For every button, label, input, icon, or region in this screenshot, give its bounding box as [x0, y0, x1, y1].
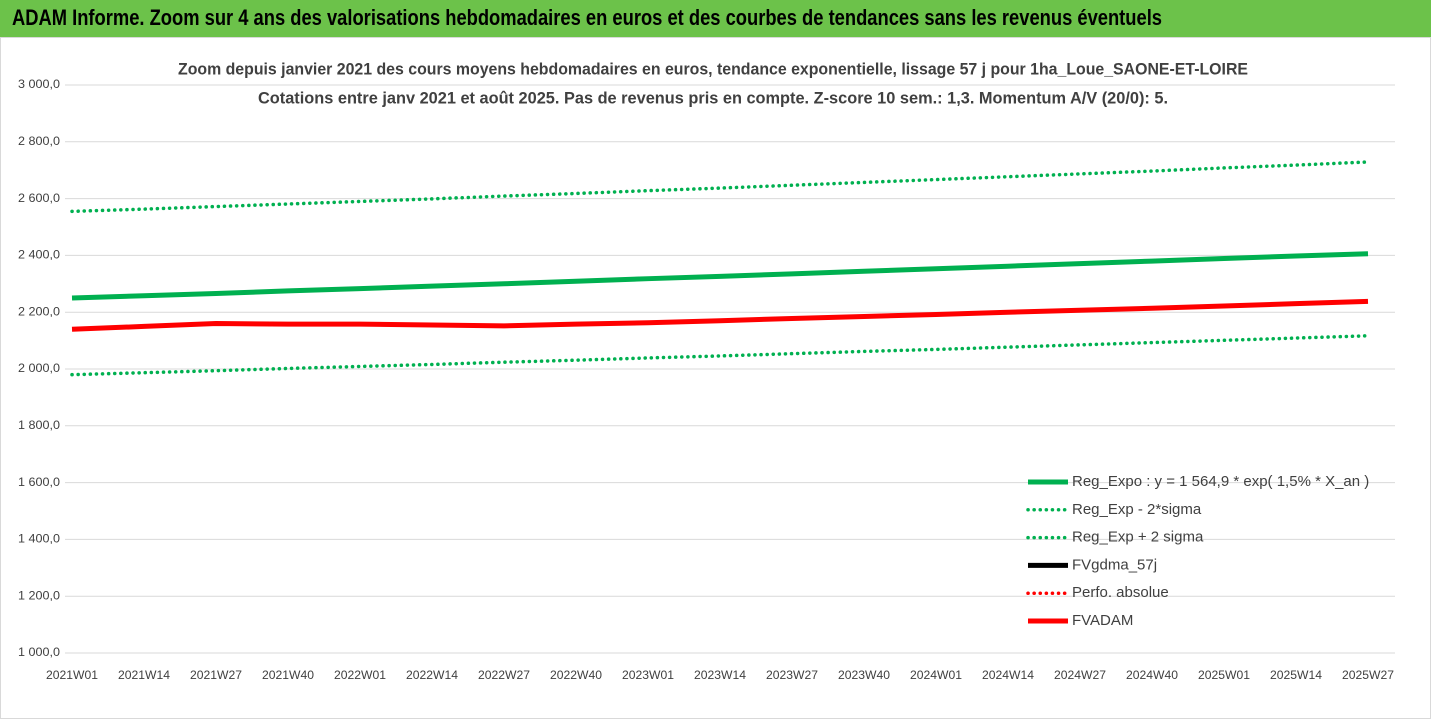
chart-border: [0, 37, 1431, 719]
x-tick-label: 2025W27: [1342, 668, 1394, 682]
y-tick-label: 1 200,0: [18, 588, 60, 602]
legend-label: Perfo. absolue: [1072, 584, 1169, 601]
subtitle-line: Cotations entre janv 2021 et août 2025. …: [258, 88, 1168, 107]
header-title: ADAM Informe. Zoom sur 4 ans des valoris…: [12, 5, 1162, 30]
x-tick-label: 2024W40: [1126, 668, 1178, 682]
y-tick-label: 2 400,0: [18, 248, 60, 262]
x-tick-label: 2022W40: [550, 668, 602, 682]
y-tick-label: 1 800,0: [18, 418, 60, 432]
legend-label: Reg_Expo : y = 1 564,9 * exp( 1,5% * X_a…: [1072, 473, 1369, 490]
y-tick-label: 1 000,0: [18, 645, 60, 659]
series-line: [70, 160, 1370, 214]
x-tick-label: 2025W01: [1198, 668, 1250, 682]
y-tick-label: 2 200,0: [18, 304, 60, 318]
y-tick-label: 3 000,0: [18, 77, 60, 91]
x-tick-label: 2021W27: [190, 668, 242, 682]
legend-label: Reg_Exp + 2 sigma: [1072, 529, 1204, 546]
y-tick-label: 1 600,0: [18, 475, 60, 489]
x-tick-label: 2022W27: [478, 668, 530, 682]
y-tick-label: 1 400,0: [18, 532, 60, 546]
x-tick-label: 2022W14: [406, 668, 458, 682]
x-tick-label: 2024W14: [982, 668, 1034, 682]
x-tick-label: 2023W01: [622, 668, 674, 682]
subtitle-line: Zoom depuis janvier 2021 des cours moyen…: [178, 59, 1248, 78]
y-tick-label: 2 600,0: [18, 191, 60, 205]
x-tick-label: 2021W40: [262, 668, 314, 682]
x-tick-label: 2024W27: [1054, 668, 1106, 682]
header-bar: [0, 0, 1431, 37]
x-tick-label: 2023W27: [766, 668, 818, 682]
x-tick-label: 2021W01: [46, 668, 98, 682]
x-tick-label: 2021W14: [118, 668, 170, 682]
x-tick-label: 2022W01: [334, 668, 386, 682]
legend-label: FVADAM: [1072, 612, 1133, 629]
x-tick-label: 2025W14: [1270, 668, 1322, 682]
series-line: [70, 334, 1370, 377]
legend-label: FVgdma_57j: [1072, 556, 1157, 573]
y-tick-label: 2 800,0: [18, 134, 60, 148]
y-tick-label: 2 000,0: [18, 361, 60, 375]
x-tick-label: 2023W14: [694, 668, 746, 682]
x-tick-label: 2024W01: [910, 668, 962, 682]
series-line: [71, 298, 1369, 332]
series-line: [71, 251, 1369, 301]
x-tick-label: 2023W40: [838, 668, 890, 682]
legend-label: Reg_Exp - 2*sigma: [1072, 501, 1202, 518]
